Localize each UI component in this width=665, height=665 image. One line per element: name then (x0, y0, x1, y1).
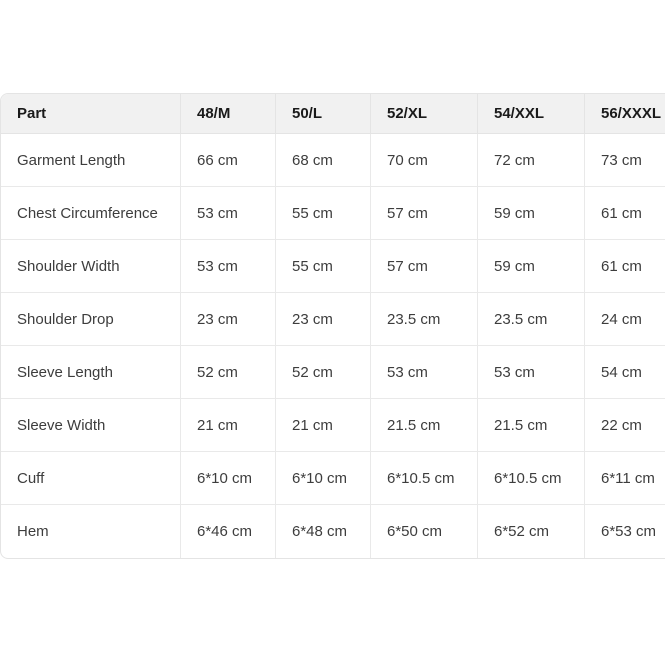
table-cell: 52 cm (180, 346, 275, 399)
table-cell: 23.5 cm (370, 293, 477, 346)
table-cell: 57 cm (370, 187, 477, 240)
row-label: Hem (17, 523, 49, 540)
table-cell: 6*46 cm (180, 505, 275, 558)
size-chart-table: Part 48/M 50/L 52/XL 54/XXL 56/XXXL Garm… (1, 94, 665, 558)
header-row: Part 48/M 50/L 52/XL 54/XXL 56/XXXL (1, 94, 665, 134)
table-cell: 55 cm (275, 240, 370, 293)
row-label: Sleeve Width (1, 399, 180, 452)
column-header-52xl: 52/XL (370, 94, 477, 134)
column-header-56xxxl: 56/XXXL (584, 94, 665, 134)
row-label: Shoulder Width (1, 240, 180, 293)
table-cell: 73 cm (584, 134, 665, 187)
table-cell: 21.5 cm (370, 399, 477, 452)
table-cell: 21 cm (180, 399, 275, 452)
size-chart-container: Part 48/M 50/L 52/XL 54/XXL 56/XXXL Garm… (0, 93, 665, 559)
table-cell: 53 cm (180, 187, 275, 240)
table-row-chest-circumference: Chest Circumference 53 cm 55 cm 57 cm 59… (1, 187, 665, 240)
table-cell: 6*10.5 cm (370, 452, 477, 505)
row-label: Sleeve Length (1, 346, 180, 399)
table-cell: 53 cm (180, 240, 275, 293)
table-cell: 23 cm (275, 293, 370, 346)
table-cell: 53 cm (370, 346, 477, 399)
table-cell: 57 cm (370, 240, 477, 293)
table-cell: 61 cm (584, 187, 665, 240)
table-cell: 72 cm (477, 134, 584, 187)
table-cell: 21 cm (275, 399, 370, 452)
table-row-garment-length: Garment Length 66 cm 68 cm 70 cm 72 cm 7… (1, 134, 665, 187)
row-label: Cuff (1, 452, 180, 505)
table-row-shoulder-width: Shoulder Width 53 cm 55 cm 57 cm 59 cm 6… (1, 240, 665, 293)
table-cell: 61 cm (584, 240, 665, 293)
table-cell: 59 cm (477, 187, 584, 240)
table-row-shoulder-drop: Shoulder Drop 23 cm 23 cm 23.5 cm 23.5 c… (1, 293, 665, 346)
row-label: Garment Length (1, 134, 180, 187)
row-label: Shoulder Drop (1, 293, 180, 346)
table-cell: 6*11 cm (584, 452, 665, 505)
table-cell: 53 cm (477, 346, 584, 399)
table-cell: 6*10 cm (275, 452, 370, 505)
table-row-sleeve-width: Sleeve Width 21 cm 21 cm 21.5 cm 21.5 cm… (1, 399, 665, 452)
table-cell: 55 cm (275, 187, 370, 240)
table-row-cuff: Cuff 6*10 cm 6*10 cm 6*10.5 cm 6*10.5 cm… (1, 452, 665, 505)
table-cell: 66 cm (180, 134, 275, 187)
table-row-hem: Hem 6*46 cm 6*48 cm 6*50 cm 6*52 cm 6*53… (1, 505, 665, 558)
table-cell: 70 cm (370, 134, 477, 187)
table-cell: 6*10 cm (180, 452, 275, 505)
table-cell: 52 cm (275, 346, 370, 399)
table-cell: 59 cm (477, 240, 584, 293)
table-cell: 54 cm (584, 346, 665, 399)
table-cell: 6*50 cm (370, 505, 477, 558)
column-header-50l: 50/L (275, 94, 370, 134)
table-cell: 23 cm (180, 293, 275, 346)
table-cell: 22 cm (584, 399, 665, 452)
column-header-54xxl: 54/XXL (477, 94, 584, 134)
table-cell: 6*48 cm (275, 505, 370, 558)
row-label: Chest Circumference (1, 187, 180, 240)
table-cell: 6*52 cm (477, 505, 584, 558)
table-row-sleeve-length: Sleeve Length 52 cm 52 cm 53 cm 53 cm 54… (1, 346, 665, 399)
table-cell: 21.5 cm (477, 399, 584, 452)
table-cell: 24 cm (584, 293, 665, 346)
table-cell: 6*10.5 cm (477, 452, 584, 505)
column-header-part: Part (1, 94, 180, 134)
table-cell: 6*53 cm (584, 505, 665, 558)
column-header-48m: 48/M (180, 94, 275, 134)
table-cell: 23.5 cm (477, 293, 584, 346)
table-cell: 68 cm (275, 134, 370, 187)
